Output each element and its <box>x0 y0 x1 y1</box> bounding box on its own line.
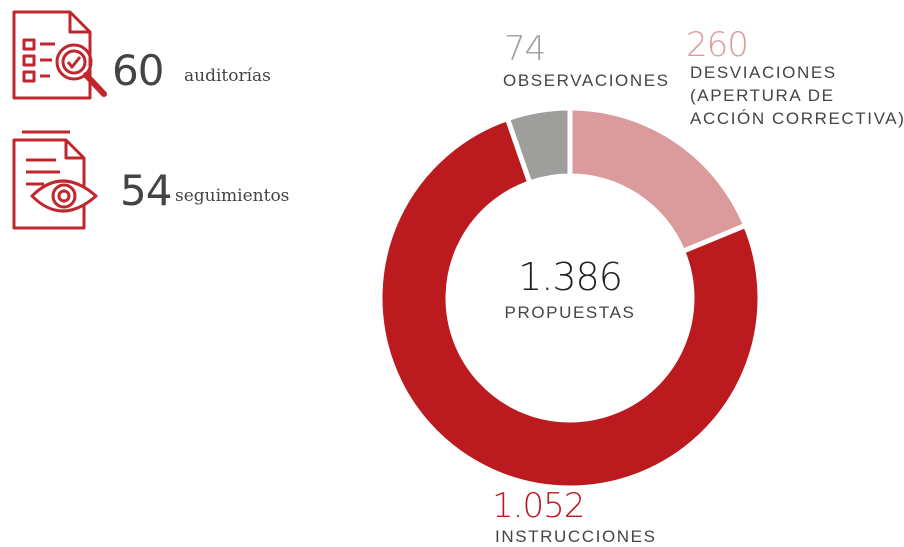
stat-label: seguimientos <box>175 186 290 206</box>
slice-value: 260 <box>686 25 749 65</box>
follow-up-icon <box>12 130 98 230</box>
stat-label: auditorías <box>184 66 271 86</box>
slice-value: 74 <box>504 29 546 69</box>
total-text: PROPUESTAS <box>504 303 636 322</box>
stat-value: 60 <box>112 46 164 95</box>
slice-label: OBSERVACIONES <box>503 71 670 90</box>
stat-value: 54 <box>120 166 172 215</box>
slice-value: 1.052 <box>492 486 585 526</box>
donut-slice <box>504 105 573 186</box>
total-value: 1.386 <box>518 255 623 299</box>
audit-icon <box>12 10 107 100</box>
donut-slice <box>377 115 763 491</box>
slice-label: DESVIACIONES (APERTURA DE ACCIÓN CORRECT… <box>690 63 904 128</box>
slice-label: INSTRUCCIONES <box>495 527 657 546</box>
